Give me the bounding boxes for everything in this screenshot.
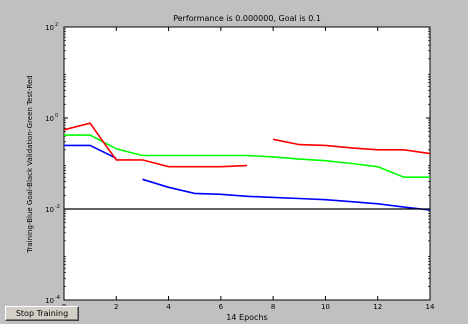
test-line xyxy=(272,138,431,155)
y-tick-label: 10 xyxy=(45,115,54,123)
y-tick-label: 10 xyxy=(45,206,54,214)
y-axis-label: Training-Blue Goal-Black Validation-Gree… xyxy=(26,75,34,253)
x-axis-label: 14 Epochs xyxy=(226,313,267,322)
y-tick-label: 10 xyxy=(45,297,54,305)
x-tick-label: 10 xyxy=(321,303,330,311)
validation-line xyxy=(64,134,430,178)
x-tick-label: 8 xyxy=(271,303,275,311)
x-tick-label: 6 xyxy=(219,303,224,311)
x-tick-label: 12 xyxy=(373,303,382,311)
x-tick-label: 14 xyxy=(426,303,435,311)
chart-title: Performance is 0.000000, Goal is 0.1 xyxy=(173,14,321,23)
training-line xyxy=(142,178,431,211)
x-tick-label: 4 xyxy=(166,303,171,311)
test-line xyxy=(63,122,248,168)
series-lines xyxy=(63,122,431,211)
y-tick-exponent: 0 xyxy=(55,113,58,119)
stop-training-button[interactable]: Stop Training xyxy=(5,306,79,321)
y-tick-exponent: -4 xyxy=(55,295,60,301)
x-tick-label: 2 xyxy=(114,303,118,311)
plot-area xyxy=(63,26,431,301)
y-tick-exponent: -2 xyxy=(55,204,60,210)
y-tick-label: 10 xyxy=(45,24,54,32)
training-line xyxy=(64,144,117,160)
y-tick-exponent: 2 xyxy=(55,22,58,28)
